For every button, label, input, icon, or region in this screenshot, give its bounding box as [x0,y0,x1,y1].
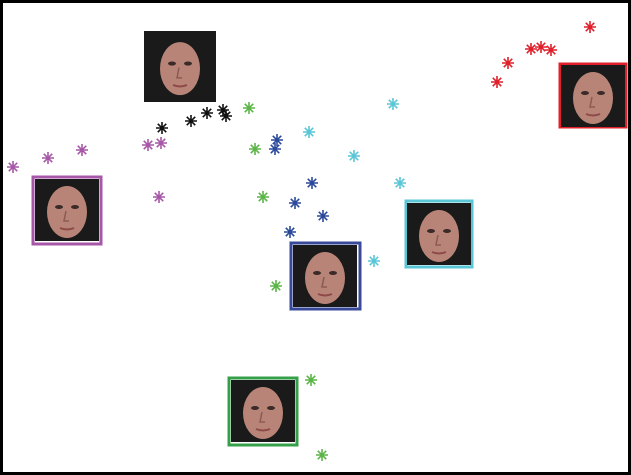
point [368,255,380,267]
point [153,191,165,203]
point [535,41,547,53]
point [502,57,514,69]
point [156,122,168,134]
point [270,280,282,292]
point [7,161,19,173]
point [306,177,318,189]
face-image [31,175,103,246]
face-image [558,62,628,129]
face-image [144,31,216,102]
point [185,115,197,127]
point [316,449,328,461]
point [348,150,360,162]
point [201,107,213,119]
point [545,44,557,56]
point [269,143,281,155]
point [249,143,261,155]
point [387,98,399,110]
point [305,374,317,386]
point [217,104,229,116]
point [243,102,255,114]
point [491,76,503,88]
point [220,110,232,122]
point [257,191,269,203]
point [394,177,406,189]
point [289,197,301,209]
point [271,134,283,146]
point [42,152,54,164]
point [155,137,167,149]
face-image [227,376,299,447]
point [76,144,88,156]
point [584,21,596,33]
point [284,226,296,238]
face-image [404,199,474,269]
point [303,126,315,138]
point [525,43,537,55]
point [142,139,154,151]
point [317,210,329,222]
face-image [289,241,362,311]
